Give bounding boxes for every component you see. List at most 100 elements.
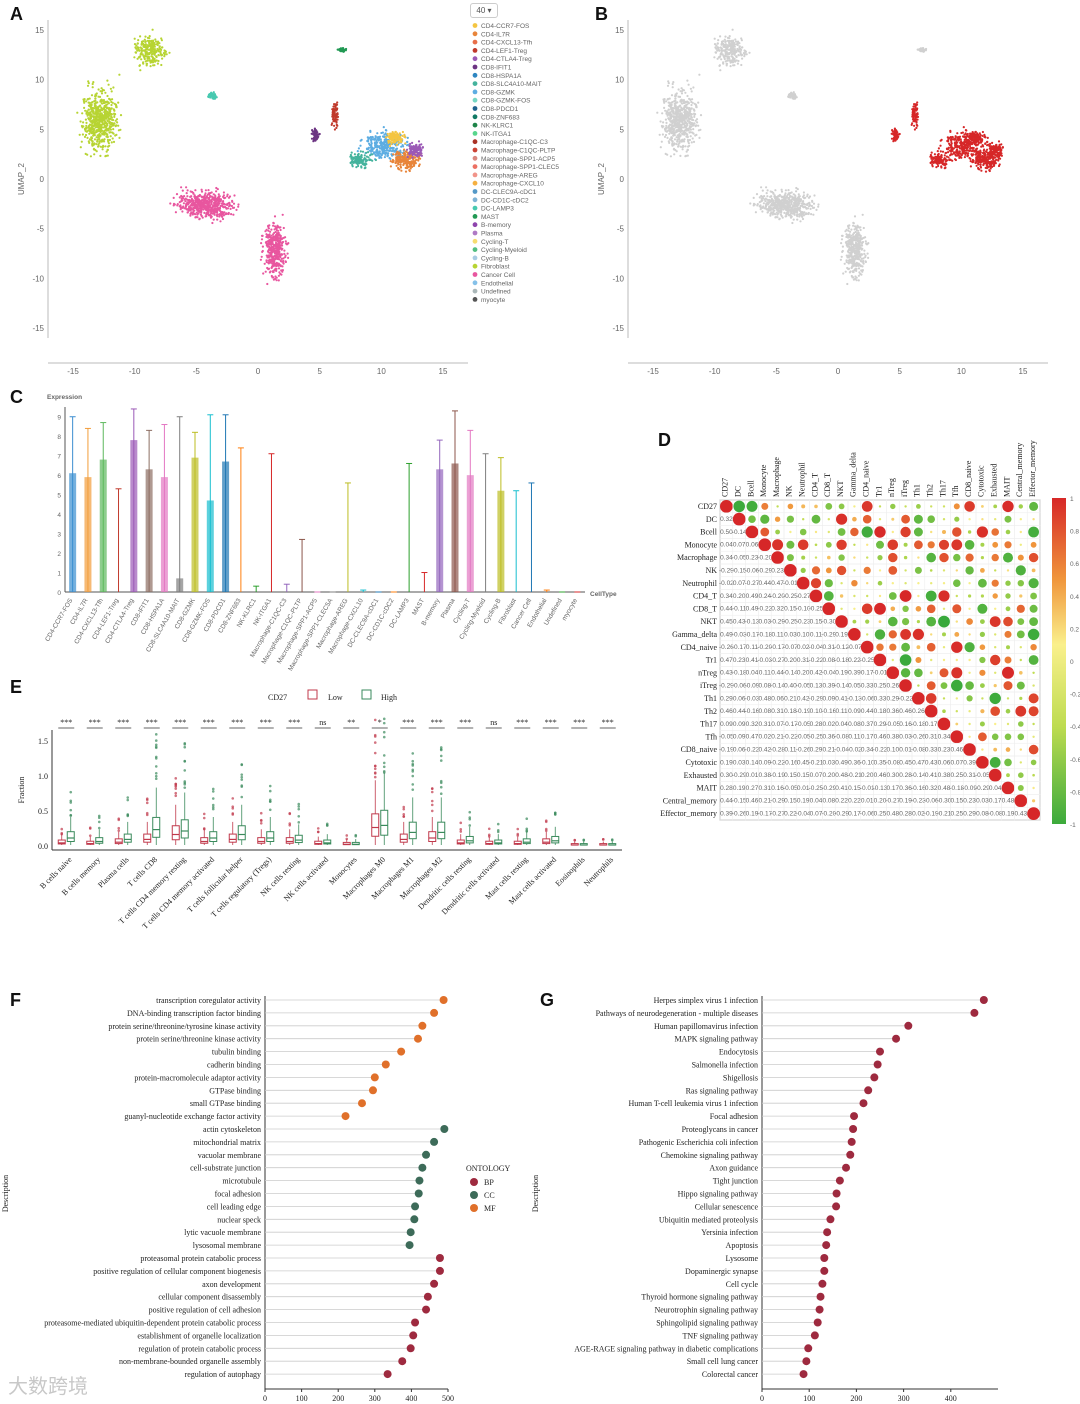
umap-point xyxy=(86,98,89,101)
umap-point xyxy=(194,189,197,192)
umap-point xyxy=(681,148,684,151)
umap-point xyxy=(376,136,379,139)
umap-point xyxy=(96,119,99,122)
umap-point xyxy=(731,56,735,60)
umap-point xyxy=(392,139,395,142)
umap-point xyxy=(382,147,385,151)
umap-point xyxy=(399,155,402,158)
umap-point xyxy=(91,86,94,89)
umap-point xyxy=(112,132,115,135)
umap-point xyxy=(691,137,694,140)
legend-label: CD4-CXCL13-Tfh xyxy=(481,40,533,47)
umap-point xyxy=(719,46,722,49)
umap-point xyxy=(109,109,112,113)
umap-point xyxy=(340,48,343,51)
umap-point xyxy=(789,216,793,219)
umap-point xyxy=(841,245,844,248)
umap-point xyxy=(391,131,394,134)
umap-point xyxy=(204,192,207,195)
umap-point xyxy=(847,267,851,270)
legend-swatch xyxy=(472,180,478,186)
umap-point xyxy=(282,226,285,230)
umap-point xyxy=(104,124,107,127)
umap-point xyxy=(714,51,718,54)
umap-point xyxy=(197,200,200,203)
umap-point xyxy=(93,107,96,110)
umap-point xyxy=(860,257,863,260)
umap-point xyxy=(413,164,416,167)
umap-point xyxy=(726,57,730,60)
umap-point xyxy=(784,197,787,200)
umap-point xyxy=(857,274,860,277)
umap-point xyxy=(144,60,147,63)
umap-point xyxy=(213,208,216,211)
umap-point xyxy=(190,195,193,198)
umap-point xyxy=(812,206,816,209)
umap-point xyxy=(332,118,335,121)
umap-point xyxy=(356,159,359,163)
umap-point xyxy=(356,150,359,153)
legend-label: Cycling-B xyxy=(481,255,509,262)
umap-point xyxy=(264,230,267,233)
umap-point xyxy=(176,203,179,206)
umap-point xyxy=(207,207,210,210)
umap-point xyxy=(274,243,277,246)
umap-point xyxy=(265,254,268,257)
umap-point xyxy=(83,98,86,101)
umap-point xyxy=(270,255,273,258)
umap-point xyxy=(864,240,867,243)
umap-point xyxy=(369,130,372,133)
umap-point xyxy=(396,150,399,153)
umap-point xyxy=(345,47,348,51)
umap-point xyxy=(197,207,200,210)
umap-point xyxy=(852,243,855,246)
x-tick-label: -5 xyxy=(193,367,201,376)
umap-point xyxy=(210,195,213,198)
umap-point xyxy=(688,125,691,128)
legend-swatch xyxy=(472,39,478,45)
umap-point xyxy=(385,136,388,139)
legend-label: CD8-SLC4A10-MAIT xyxy=(481,81,542,88)
umap-point xyxy=(399,153,402,156)
umap-point xyxy=(161,57,164,60)
umap-point xyxy=(675,143,678,146)
umap-point xyxy=(863,252,866,255)
legend-swatch xyxy=(472,247,478,253)
umap-point xyxy=(87,124,91,128)
umap-point xyxy=(95,94,98,97)
umap-point xyxy=(678,124,681,127)
umap-point xyxy=(683,101,686,104)
umap-point xyxy=(209,209,212,212)
umap-point xyxy=(86,136,89,139)
umap-point xyxy=(680,107,683,110)
umap-point xyxy=(268,233,271,236)
umap-point xyxy=(699,128,702,131)
umap-point xyxy=(227,211,230,215)
umap-point xyxy=(145,51,148,54)
cluster-count-dropdown[interactable]: 40 ▾ xyxy=(470,3,498,18)
umap-point xyxy=(94,99,97,102)
umap-point xyxy=(278,250,281,254)
umap-point xyxy=(698,73,701,76)
umap-point xyxy=(311,129,314,132)
umap-point xyxy=(85,124,88,127)
umap-point xyxy=(276,226,279,229)
umap-point xyxy=(680,117,683,120)
umap-point xyxy=(187,202,190,205)
umap-point xyxy=(149,59,153,62)
umap-point xyxy=(272,263,275,266)
umap-point xyxy=(864,260,867,263)
umap-point xyxy=(142,61,145,64)
umap-point xyxy=(217,193,220,196)
umap-point xyxy=(810,213,813,216)
umap-point xyxy=(85,130,88,133)
umap-point xyxy=(667,82,670,85)
x-tick-label: 0 xyxy=(836,367,841,376)
umap-point xyxy=(678,114,681,117)
umap-point xyxy=(385,140,388,143)
umap-point xyxy=(791,221,794,225)
umap-point xyxy=(803,203,806,206)
umap-point xyxy=(677,145,680,148)
umap-point xyxy=(117,124,120,127)
umap-point xyxy=(784,189,787,192)
